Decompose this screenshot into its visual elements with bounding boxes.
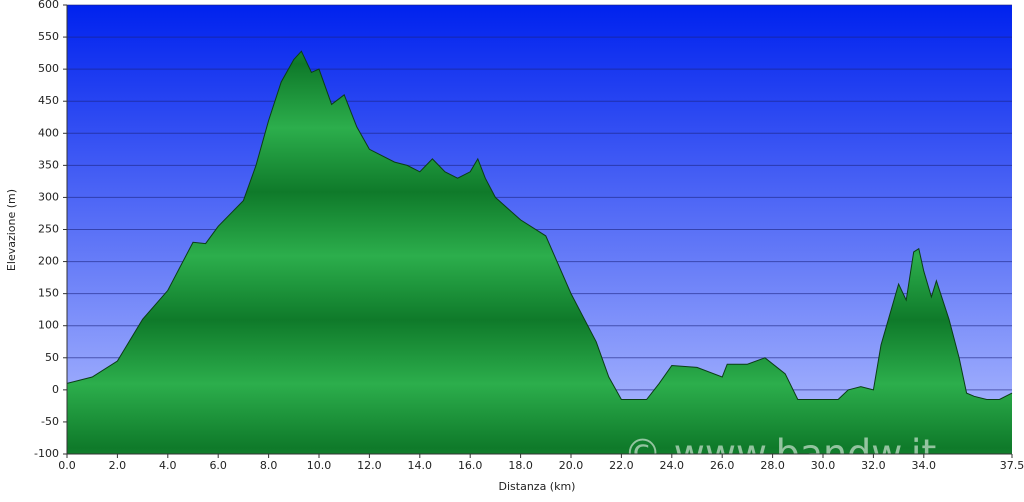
y-tick-label: 200 [38,255,59,268]
y-tick-label: 350 [38,158,59,171]
y-tick-label: -50 [41,415,59,428]
x-tick-label: 34.0 [912,459,937,472]
x-tick-label: 0.0 [58,459,76,472]
y-tick-label: 600 [38,0,59,11]
y-tick-label: -100 [34,447,59,460]
x-tick-label: 14.0 [408,459,433,472]
x-tick-label: 6.0 [209,459,227,472]
x-tick-label: 32.0 [861,459,886,472]
x-tick-label: 26.0 [710,459,735,472]
x-tick-label: 22.0 [609,459,634,472]
x-tick-label: 4.0 [159,459,177,472]
x-tick-label: 37.5 [1000,459,1024,472]
y-tick-label: 550 [38,30,59,43]
y-axis-label: Elevazione (m) [5,189,18,271]
x-tick-label: 18.0 [508,459,533,472]
x-tick-label: 30.0 [811,459,836,472]
x-tick-label: 10.0 [307,459,332,472]
x-tick-label: 16.0 [458,459,483,472]
x-axis-label: Distanza (km) [499,480,576,493]
y-tick-label: 500 [38,62,59,75]
x-tick-label: 28.0 [760,459,785,472]
y-tick-label: 300 [38,190,59,203]
elevation-line [66,50,1013,400]
x-tick-label: 2.0 [109,459,127,472]
x-tick-label: 12.0 [357,459,382,472]
x-tick-label: 8.0 [260,459,278,472]
y-tick-label: 400 [38,126,59,139]
elevation-area [67,51,1012,454]
y-tick-label: 150 [38,287,59,300]
y-tick-label: 450 [38,94,59,107]
y-tick-label: 100 [38,319,59,332]
x-tick-label: 20.0 [559,459,584,472]
y-tick-label: 50 [45,351,59,364]
y-tick-label: 250 [38,223,59,236]
x-tick-label: 24.0 [660,459,685,472]
y-tick-label: 0 [52,383,59,396]
